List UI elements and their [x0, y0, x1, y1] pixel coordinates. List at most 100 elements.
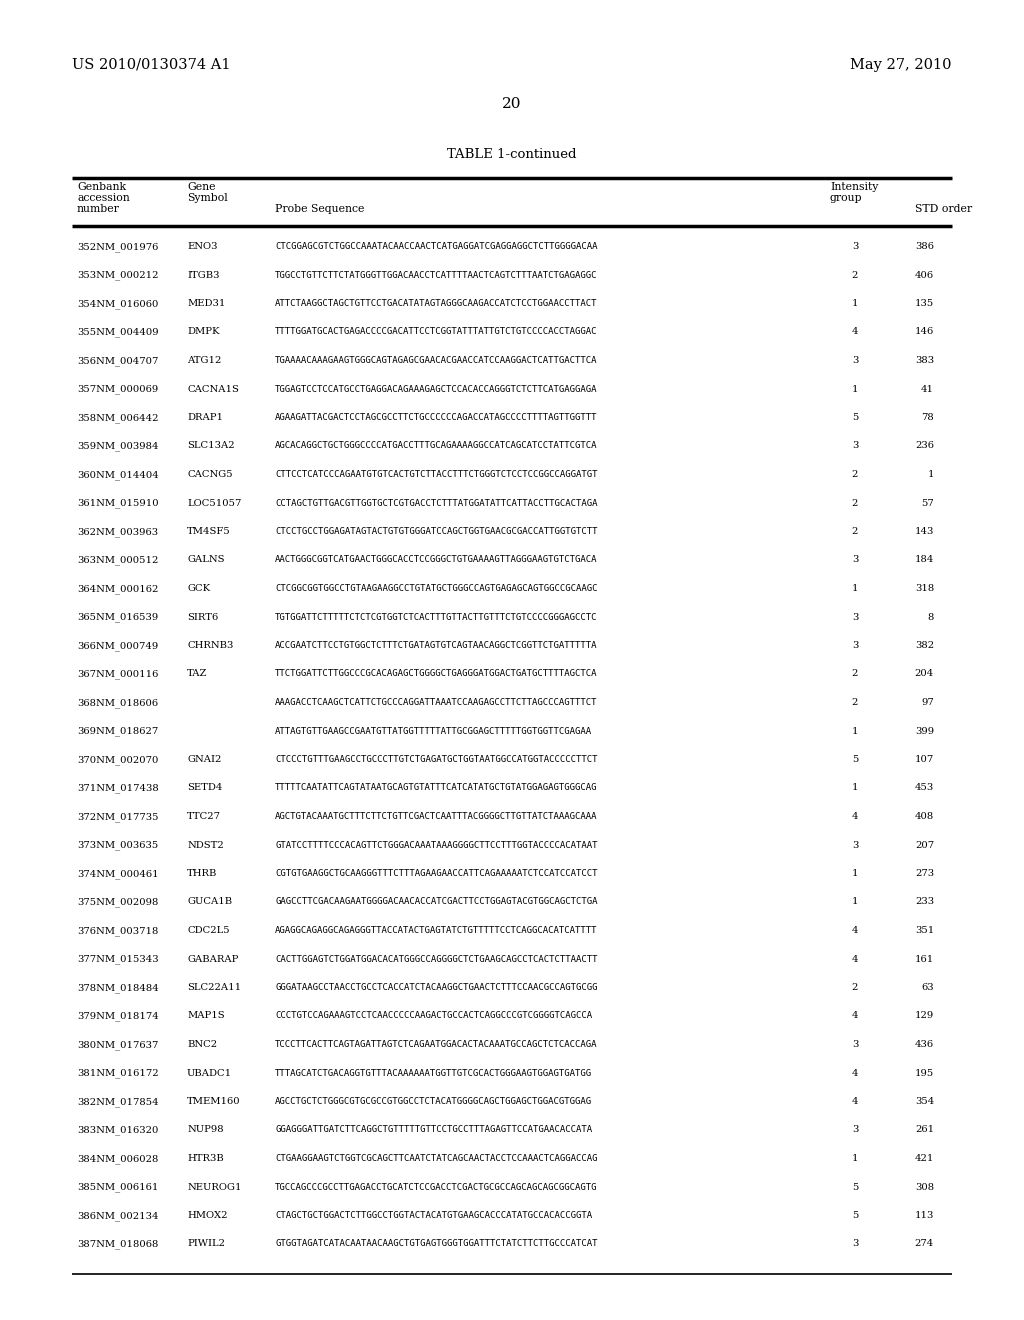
Text: 3: 3 — [852, 642, 858, 649]
Text: 318: 318 — [914, 583, 934, 593]
Text: 371NM_017438: 371NM_017438 — [77, 784, 159, 793]
Text: 453: 453 — [914, 784, 934, 792]
Text: 421: 421 — [914, 1154, 934, 1163]
Text: 370NM_002070: 370NM_002070 — [77, 755, 159, 764]
Text: 135: 135 — [914, 300, 934, 308]
Text: MAP1S: MAP1S — [187, 1011, 224, 1020]
Text: 97: 97 — [922, 698, 934, 708]
Text: 381NM_016172: 381NM_016172 — [77, 1068, 159, 1078]
Text: Symbol: Symbol — [187, 193, 227, 203]
Text: 1: 1 — [852, 583, 858, 593]
Text: 369NM_018627: 369NM_018627 — [77, 726, 159, 737]
Text: 368NM_018606: 368NM_018606 — [77, 698, 158, 708]
Text: 4: 4 — [852, 1068, 858, 1077]
Text: TTC27: TTC27 — [187, 812, 221, 821]
Text: LOC51057: LOC51057 — [187, 499, 242, 507]
Text: 1: 1 — [852, 300, 858, 308]
Text: 356NM_004707: 356NM_004707 — [77, 356, 159, 366]
Text: 379NM_018174: 379NM_018174 — [77, 1011, 159, 1022]
Text: CTGAAGGAAGTCTGGTCGCAGCTTCAATCTATCAGCAACTACCTCCAAACTCAGGACCAG: CTGAAGGAAGTCTGGTCGCAGCTTCAATCTATCAGCAACT… — [275, 1154, 597, 1163]
Text: 8: 8 — [928, 612, 934, 622]
Text: MED31: MED31 — [187, 300, 225, 308]
Text: ATTAGTGTTGAAGCCGAATGTTATGGTTTTTATTGCGGAGCTTTTTGGTGGTTCGAGAA: ATTAGTGTTGAAGCCGAATGTTATGGTTTTTATTGCGGAG… — [275, 726, 592, 735]
Text: CACTTGGAGTCTGGATGGACACATGGGCCAGGGGCTCTGAAGCAGCCTCACTCTTAACTT: CACTTGGAGTCTGGATGGACACATGGGCCAGGGGCTCTGA… — [275, 954, 597, 964]
Text: 4: 4 — [852, 927, 858, 935]
Text: 436: 436 — [914, 1040, 934, 1049]
Text: 365NM_016539: 365NM_016539 — [77, 612, 159, 622]
Text: GGAGGGATTGATCTTCAGGCTGTTTTTGTTCCTGCCTTTAGAGTTCCATGAACACCATA: GGAGGGATTGATCTTCAGGCTGTTTTTGTTCCTGCCTTTA… — [275, 1126, 592, 1134]
Text: HTR3B: HTR3B — [187, 1154, 224, 1163]
Text: NEUROG1: NEUROG1 — [187, 1183, 242, 1192]
Text: 1: 1 — [852, 726, 858, 735]
Text: 1: 1 — [852, 898, 858, 907]
Text: GAGCCTTCGACAAGAATGGGGACAACACCATCGACTTCCTGGAGTACGTGGCAGCTCTGA: GAGCCTTCGACAAGAATGGGGACAACACCATCGACTTCCT… — [275, 898, 597, 907]
Text: 5: 5 — [852, 1210, 858, 1220]
Text: 352NM_001976: 352NM_001976 — [77, 242, 159, 252]
Text: 207: 207 — [914, 841, 934, 850]
Text: 2: 2 — [852, 499, 858, 507]
Text: GUCA1B: GUCA1B — [187, 898, 232, 907]
Text: 3: 3 — [852, 1239, 858, 1249]
Text: 2: 2 — [852, 698, 858, 708]
Text: 2: 2 — [852, 983, 858, 993]
Text: GABARAP: GABARAP — [187, 954, 239, 964]
Text: PIWIL2: PIWIL2 — [187, 1239, 225, 1249]
Text: 363NM_000512: 363NM_000512 — [77, 556, 159, 565]
Text: NDST2: NDST2 — [187, 841, 224, 850]
Text: 20: 20 — [502, 96, 522, 111]
Text: 233: 233 — [914, 898, 934, 907]
Text: TMEM160: TMEM160 — [187, 1097, 241, 1106]
Text: 385NM_006161: 385NM_006161 — [77, 1183, 159, 1192]
Text: 383: 383 — [914, 356, 934, 366]
Text: 204: 204 — [914, 669, 934, 678]
Text: AGAAGATTACGACTCCTAGCGCCTTCTGCCCCCCAGACCATAGCCCCTTTTAGTTGGTTT: AGAAGATTACGACTCCTAGCGCCTTCTGCCCCCCAGACCA… — [275, 413, 597, 422]
Text: 358NM_006442: 358NM_006442 — [77, 413, 159, 422]
Text: CGTGTGAAGGCTGCAAGGGTTTCTTTAGAAGAACCATTCAGAAAAATCTCCATCCATCCT: CGTGTGAAGGCTGCAAGGGTTTCTTTAGAAGAACCATTCA… — [275, 869, 597, 878]
Text: ENO3: ENO3 — [187, 242, 217, 251]
Text: 236: 236 — [915, 441, 934, 450]
Text: 5: 5 — [852, 755, 858, 764]
Text: ITGB3: ITGB3 — [187, 271, 219, 280]
Text: 399: 399 — [914, 726, 934, 735]
Text: STD order: STD order — [915, 205, 972, 214]
Text: AGAGGCAGAGGCAGAGGGTTACCATACTGAGTATCTGTTTTTCCTCAGGCACATCATTTT: AGAGGCAGAGGCAGAGGGTTACCATACTGAGTATCTGTTT… — [275, 927, 597, 935]
Text: 107: 107 — [914, 755, 934, 764]
Text: 4: 4 — [852, 954, 858, 964]
Text: 386NM_002134: 386NM_002134 — [77, 1210, 159, 1221]
Text: US 2010/0130374 A1: US 2010/0130374 A1 — [72, 58, 230, 73]
Text: 380NM_017637: 380NM_017637 — [77, 1040, 159, 1049]
Text: 41: 41 — [921, 384, 934, 393]
Text: 4: 4 — [852, 1011, 858, 1020]
Text: 1: 1 — [852, 784, 858, 792]
Text: TTTTGGATGCACTGAGACCCCGACATTCCTCGGTATTTATTGTCTGTCCCCACCTAGGAC: TTTTGGATGCACTGAGACCCCGACATTCCTCGGTATTTAT… — [275, 327, 597, 337]
Text: CTCCTGCCTGGAGATAGTACTGTGTGGGATCCAGCTGGTGAACGCGACCATTGGTGTCTT: CTCCTGCCTGGAGATAGTACTGTGTGGGATCCAGCTGGTG… — [275, 527, 597, 536]
Text: 5: 5 — [852, 1183, 858, 1192]
Text: number: number — [77, 205, 120, 214]
Text: 3: 3 — [852, 1040, 858, 1049]
Text: 146: 146 — [914, 327, 934, 337]
Text: ATG12: ATG12 — [187, 356, 221, 366]
Text: AGCACAGGCTGCTGGGCCCCATGACCTTTGCAGAAAAGGCCATCAGCATCCTATTCGTCA: AGCACAGGCTGCTGGGCCCCATGACCTTTGCAGAAAAGGC… — [275, 441, 597, 450]
Text: AAAGACCTCAAGCTCATTCTGCCCAGGATTAAATCCAAGAGCCTTCTTAGCCCAGTTTCT: AAAGACCTCAAGCTCATTCTGCCCAGGATTAAATCCAAGA… — [275, 698, 597, 708]
Text: group: group — [830, 193, 862, 203]
Text: 382: 382 — [914, 642, 934, 649]
Text: 376NM_003718: 376NM_003718 — [77, 927, 159, 936]
Text: TM4SF5: TM4SF5 — [187, 527, 230, 536]
Text: Genbank: Genbank — [77, 182, 126, 191]
Text: CHRNB3: CHRNB3 — [187, 642, 233, 649]
Text: 355NM_004409: 355NM_004409 — [77, 327, 159, 337]
Text: TGAAAACAAAGAAGTGGGCAGTAGAGCGAACACGAACCATCCAAGGACTCATTGACTTCA: TGAAAACAAAGAAGTGGGCAGTAGAGCGAACACGAACCAT… — [275, 356, 597, 366]
Text: CCCTGTCCAGAAAGTCCTCAACCCCCAAGACTGCCACTCAGGCCCGTCGGGGTCAGCCA: CCCTGTCCAGAAAGTCCTCAACCCCCAAGACTGCCACTCA… — [275, 1011, 592, 1020]
Text: 308: 308 — [914, 1183, 934, 1192]
Text: 378NM_018484: 378NM_018484 — [77, 983, 159, 993]
Text: Probe Sequence: Probe Sequence — [275, 205, 365, 214]
Text: 387NM_018068: 387NM_018068 — [77, 1239, 159, 1249]
Text: 377NM_015343: 377NM_015343 — [77, 954, 159, 964]
Text: BNC2: BNC2 — [187, 1040, 217, 1049]
Text: 1: 1 — [928, 470, 934, 479]
Text: SLC13A2: SLC13A2 — [187, 441, 234, 450]
Text: CACNA1S: CACNA1S — [187, 384, 239, 393]
Text: 364NM_000162: 364NM_000162 — [77, 583, 159, 594]
Text: 195: 195 — [914, 1068, 934, 1077]
Text: 361NM_015910: 361NM_015910 — [77, 499, 159, 508]
